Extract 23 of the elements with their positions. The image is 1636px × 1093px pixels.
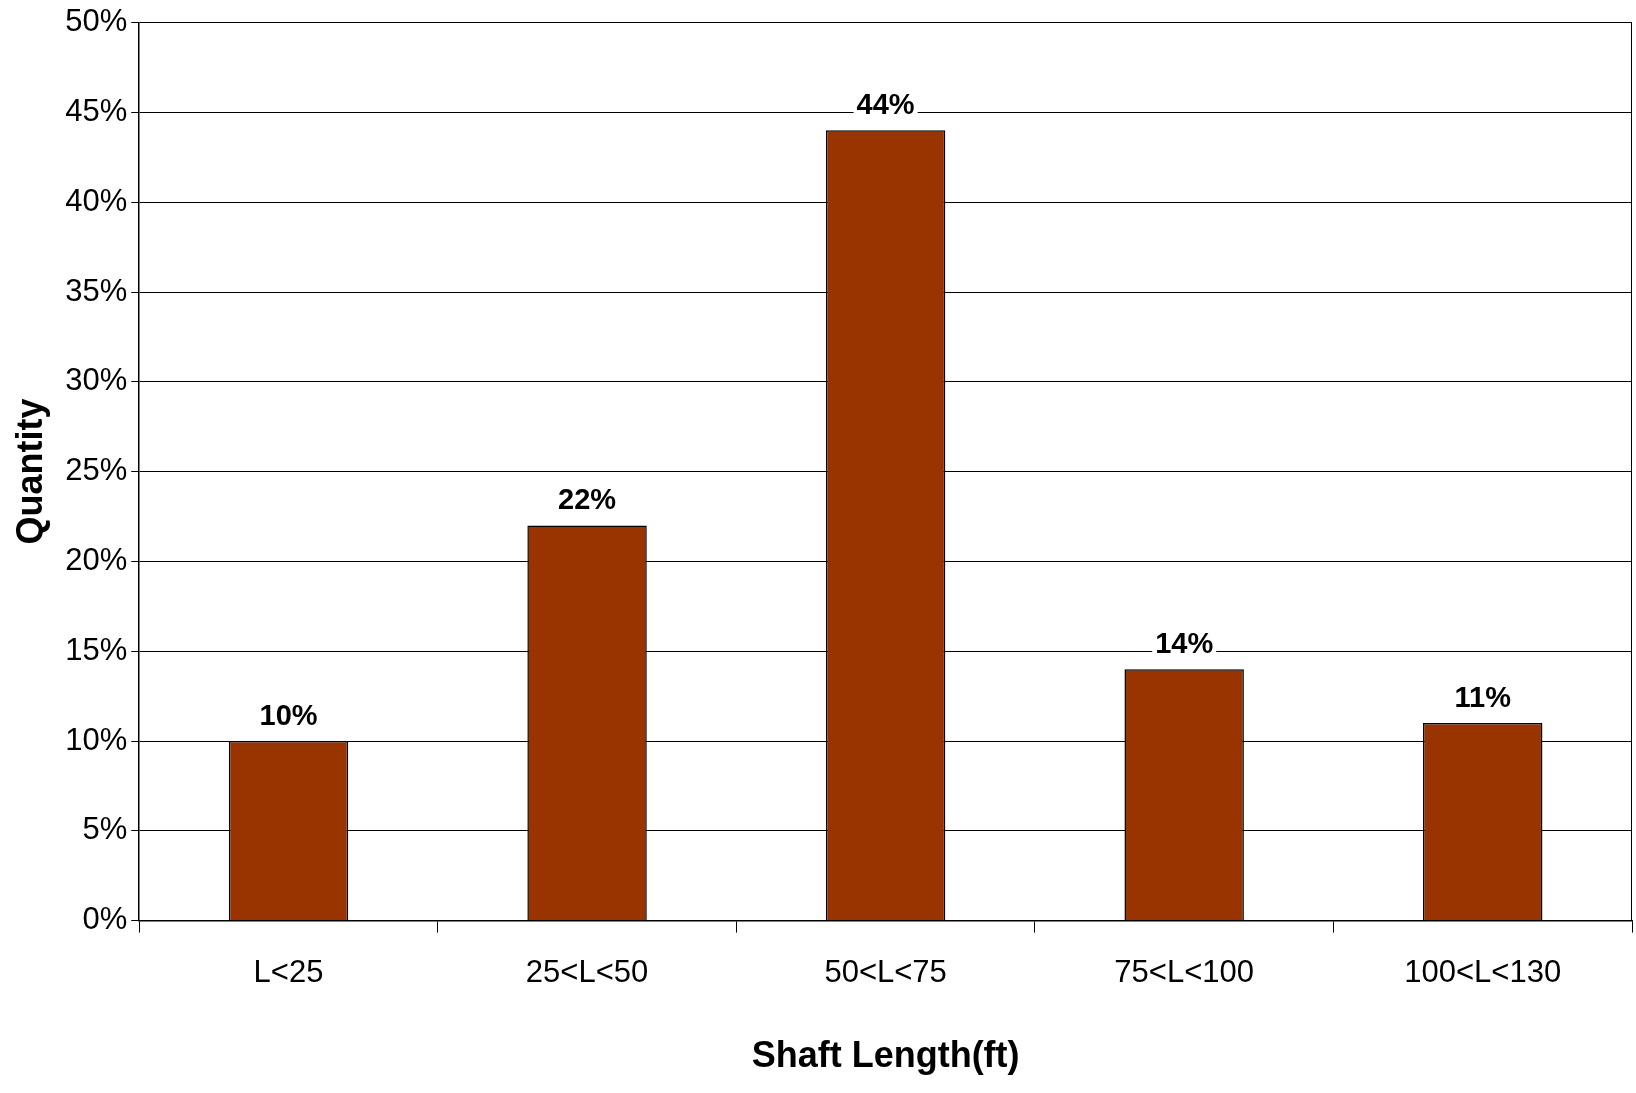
y-tick-label: 45% [65, 92, 128, 128]
y-tick-label: 40% [65, 182, 128, 218]
x-tick-label: L<25 [253, 953, 324, 989]
y-tick-label: 5% [82, 811, 128, 847]
y-tick-label: 0% [82, 901, 128, 937]
y-tick-label: 35% [65, 272, 128, 308]
y-tick-label: 50% [65, 3, 128, 39]
data-label: 14% [1155, 626, 1214, 659]
y-axis-title: Quantity [8, 398, 50, 545]
data-label: 44% [856, 87, 915, 120]
y-tick-label: 30% [65, 362, 128, 398]
y-tick-label: 10% [65, 721, 128, 757]
y-tick-label: 15% [65, 631, 128, 667]
x-tick-label: 50<L<75 [824, 953, 947, 989]
data-label: 11% [1454, 680, 1512, 713]
y-tick-label: 20% [65, 541, 128, 577]
x-tick-label: 100<L<130 [1404, 953, 1562, 989]
data-label: 22% [558, 482, 617, 515]
data-label: 10% [259, 698, 318, 731]
x-tick-label: 25<L<50 [525, 953, 649, 989]
y-tick-label: 25% [65, 452, 128, 488]
x-axis-title: Shaft Length(ft) [751, 1034, 1020, 1076]
x-tick-label: 75<L<100 [1114, 953, 1254, 989]
